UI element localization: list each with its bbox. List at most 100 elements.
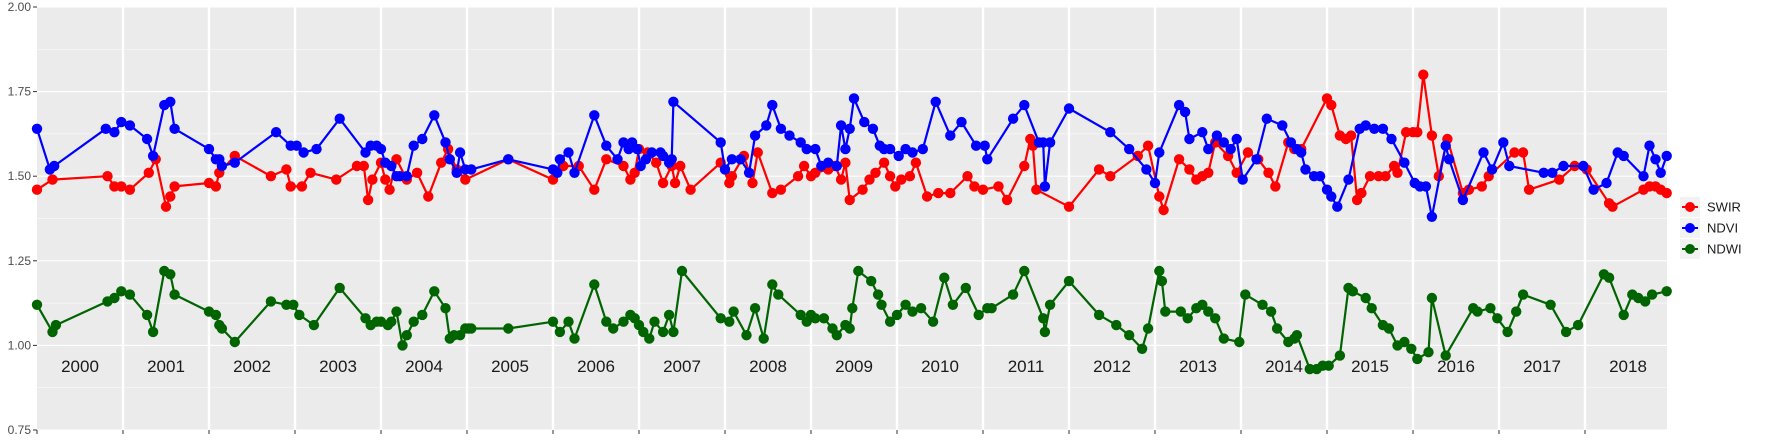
data-point-ndvi — [884, 143, 896, 155]
data-point-ndvi — [569, 167, 580, 178]
legend-label: NDWI — [1707, 242, 1742, 257]
data-point-swir — [810, 167, 821, 178]
data-point-ndvi — [270, 127, 282, 138]
data-point-ndwi — [466, 323, 477, 334]
data-point-ndwi — [1257, 299, 1268, 310]
data-point-swir — [1476, 181, 1488, 192]
data-point-ndvi — [1426, 211, 1438, 222]
data-point-ndvi — [1578, 160, 1589, 172]
data-point-ndvi — [1039, 181, 1051, 192]
data-point-ndvi — [831, 160, 842, 172]
data-point-swir — [362, 194, 374, 206]
data-point-ndwi — [429, 286, 440, 297]
data-point-swir — [1345, 130, 1357, 141]
data-point-swir — [589, 184, 600, 195]
data-point-ndwi — [1492, 313, 1503, 324]
data-point-swir — [1263, 167, 1274, 178]
data-point-ndwi — [334, 282, 345, 294]
data-point-ndwi — [1175, 306, 1187, 317]
data-point-ndwi — [1182, 313, 1193, 324]
data-point-ndvi — [203, 143, 215, 155]
data-point-ndwi — [1265, 306, 1277, 317]
data-point-swir — [143, 167, 154, 178]
data-point-ndwi — [1360, 292, 1371, 304]
data-point-ndvi — [1007, 113, 1019, 124]
data-point-ndwi — [1156, 275, 1168, 287]
data-point-ndwi — [1472, 306, 1483, 317]
data-point-swir — [1173, 154, 1185, 165]
data-point-ndvi — [640, 154, 652, 165]
data-point-swir — [618, 160, 629, 172]
data-point-ndvi — [49, 160, 60, 172]
data-point-ndvi — [1149, 177, 1161, 189]
data-point-swir — [296, 181, 308, 192]
data-point-swir — [1426, 130, 1438, 141]
year-separators — [121, 7, 1587, 430]
data-point-ndvi — [840, 143, 851, 155]
data-point-ndwi — [1347, 286, 1359, 297]
data-point-swir — [285, 181, 296, 192]
data-point-ndwi — [440, 303, 451, 314]
data-point-ndwi — [1093, 309, 1105, 321]
data-point-ndvi — [386, 160, 397, 172]
data-point-ndvi — [31, 123, 43, 134]
data-point-ndwi — [1044, 299, 1056, 310]
data-point-ndwi — [663, 309, 675, 321]
data-point-swir — [47, 174, 58, 185]
legend: SWIR NDVI NDWI — [1680, 197, 1742, 259]
data-point-swir — [460, 174, 471, 185]
data-point-ndvi — [1019, 99, 1030, 111]
data-point-ndvi — [844, 123, 855, 134]
data-point-ndwi — [1485, 303, 1496, 314]
data-point-swir — [358, 160, 369, 172]
year-labels: 2000 2001 2002 2003 2004 2005 2006 2007 2008 2009… — [61, 357, 1647, 376]
data-point-ndvi — [1661, 150, 1672, 162]
data-point-ndvi — [1420, 181, 1432, 192]
data-point-swir — [1203, 167, 1214, 178]
data-point-ndvi — [1251, 154, 1262, 165]
data-point-ndvi — [229, 157, 240, 168]
year-label: 2009 — [835, 357, 873, 376]
data-point-ndwi — [503, 323, 514, 334]
data-point-swir — [1063, 201, 1075, 212]
data-point-ndvi — [1285, 137, 1297, 148]
data-point-ndwi — [668, 326, 679, 338]
data-point-ndvi — [1184, 133, 1195, 145]
data-point-ndwi — [847, 303, 858, 314]
data-point-swir — [767, 187, 778, 199]
year-label: 2014 — [1265, 357, 1303, 376]
data-point-ndvi — [1486, 164, 1498, 175]
data-point-swir — [1184, 164, 1195, 175]
year-label: 2006 — [577, 357, 615, 376]
data-point-ndwi — [563, 316, 574, 327]
data-point-ndwi — [386, 316, 397, 327]
data-point-swir — [969, 181, 980, 192]
data-point-ndvi — [1044, 137, 1056, 148]
data-point-ndwi — [884, 316, 896, 327]
data-point-swir — [1270, 181, 1281, 192]
y-tick-label: 1.00 — [8, 338, 32, 352]
data-point-ndvi — [1197, 127, 1208, 138]
data-point-ndwi — [1136, 343, 1148, 354]
data-point-swir — [1001, 194, 1013, 206]
data-point-ndwi — [795, 309, 806, 321]
data-point-ndwi — [900, 299, 911, 310]
data-point-ndwi — [1334, 350, 1346, 361]
data-point-ndvi — [1443, 154, 1455, 165]
data-point-ndwi — [1291, 330, 1303, 341]
data-point-ndvi — [417, 133, 428, 145]
data-point-ndwi — [1423, 347, 1434, 358]
year-label: 2001 — [147, 357, 185, 376]
data-point-ndwi — [618, 316, 629, 327]
data-point-swir — [102, 171, 113, 182]
data-point-swir — [124, 184, 136, 195]
data-point-ndvi — [867, 123, 879, 134]
data-point-ndvi — [1231, 133, 1242, 145]
data-point-ndvi — [930, 96, 941, 108]
data-point-ndvi — [1277, 120, 1288, 131]
data-point-ndwi — [1545, 299, 1556, 310]
legend-item-swir: SWIR — [1680, 197, 1741, 217]
data-point-ndvi — [1504, 160, 1515, 172]
data-point-ndwi — [1154, 265, 1165, 277]
legend-item-ndvi: NDVI — [1680, 218, 1738, 238]
